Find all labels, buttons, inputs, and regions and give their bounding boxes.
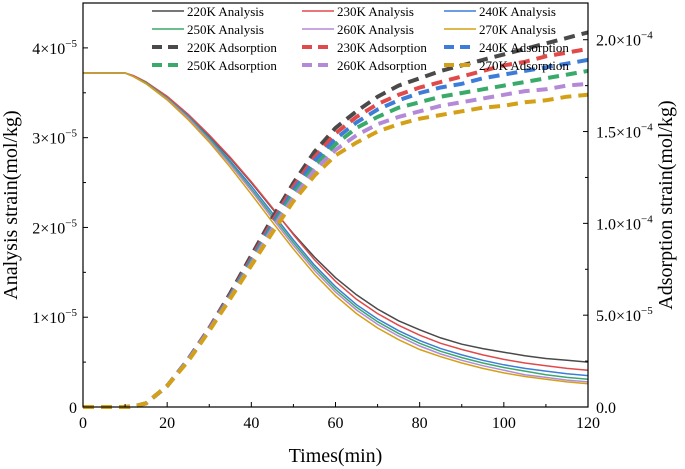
legend-item: 240K Adsorption	[444, 40, 569, 55]
legend-label: 250K Adsorption	[187, 58, 277, 73]
y-left-axis-ticks: 0 1×10−5 2×10−5 3×10−5 4×10−5	[32, 38, 88, 417]
series-line-240k-analysis	[83, 72, 589, 377]
series-line-270k-analysis	[83, 72, 589, 385]
y-tick-label: 1×10−5	[32, 307, 77, 327]
legend-item: 220K Analysis	[152, 4, 264, 19]
legend-label: 220K Adsorption	[187, 40, 277, 55]
legend-item: 270K Analysis	[444, 22, 556, 37]
legend-item: 220K Adsorption	[152, 40, 277, 55]
y-tick-label: 3×10−5	[32, 128, 77, 148]
plot-lines	[83, 30, 589, 409]
y-tick-label: 2.0×10−4	[596, 30, 653, 50]
series-line-260k-adsorption	[83, 81, 589, 409]
legend-item: 270K Adsorption	[444, 58, 569, 73]
legend-item: 230K Analysis	[302, 4, 414, 19]
x-tick-label: 20	[159, 415, 175, 432]
legend-label: 230K Adsorption	[337, 40, 427, 55]
series-line-270k-adsorption	[83, 92, 589, 409]
series-line-250k-adsorption	[83, 68, 589, 409]
legend-label: 260K Analysis	[337, 22, 414, 37]
x-tick-label: 100	[492, 415, 516, 432]
legend: 220K Analysis 230K Analysis 240K Analysis 2…	[152, 4, 569, 73]
x-tick-label: 120	[576, 415, 600, 432]
y-left-axis-label: Analysis strain(mol/kg)	[0, 110, 22, 299]
series-line-230k-analysis	[83, 72, 589, 371]
legend-label: 220K Analysis	[187, 4, 264, 19]
series-line-260k-analysis	[83, 72, 589, 383]
y-tick-label: 5.0×10−5	[596, 305, 653, 325]
y-right-axis-label: Adsorption strain(mol/kg)	[655, 100, 677, 309]
x-tick-label: 80	[412, 415, 428, 432]
x-tick-label: 40	[243, 415, 259, 432]
legend-item: 230K Adsorption	[302, 40, 427, 55]
legend-label: 240K Adsorption	[479, 40, 569, 55]
x-axis-label: Times(min)	[289, 445, 383, 467]
y-right-axis-ticks: 0.0 5.0×10−5 1.0×10−4 1.5×10−4 2.0×10−4	[583, 30, 653, 417]
legend-label: 230K Analysis	[337, 4, 414, 19]
y-tick-label: 1.0×10−4	[596, 213, 653, 233]
legend-label: 240K Analysis	[479, 4, 556, 19]
legend-label: 250K Analysis	[187, 22, 264, 37]
x-axis-ticks: 0 20 40 60 80 100 120	[79, 402, 600, 432]
legend-item: 260K Adsorption	[302, 58, 427, 73]
legend-label: 270K Adsorption	[479, 58, 569, 73]
y-tick-label: 1.5×10−4	[596, 122, 653, 142]
legend-label: 270K Analysis	[479, 22, 556, 37]
legend-item: 250K Adsorption	[152, 58, 277, 73]
series-line-250k-analysis	[83, 72, 589, 380]
legend-item: 260K Analysis	[302, 22, 414, 37]
series-line-240k-adsorption	[83, 57, 589, 409]
y-tick-label: 0.0	[596, 400, 616, 417]
y-tick-label: 0	[69, 400, 77, 417]
legend-item: 250K Analysis	[152, 22, 264, 37]
series-line-230k-adsorption	[83, 46, 589, 409]
legend-item: 240K Analysis	[444, 4, 556, 19]
x-tick-label: 60	[328, 415, 344, 432]
legend-label: 260K Adsorption	[337, 58, 427, 73]
x-tick-label: 0	[79, 415, 87, 432]
series-line-220k-adsorption	[83, 30, 589, 409]
y-tick-label: 2×10−5	[32, 217, 77, 237]
y-tick-label: 4×10−5	[32, 38, 77, 58]
series-line-220k-analysis	[83, 72, 589, 363]
